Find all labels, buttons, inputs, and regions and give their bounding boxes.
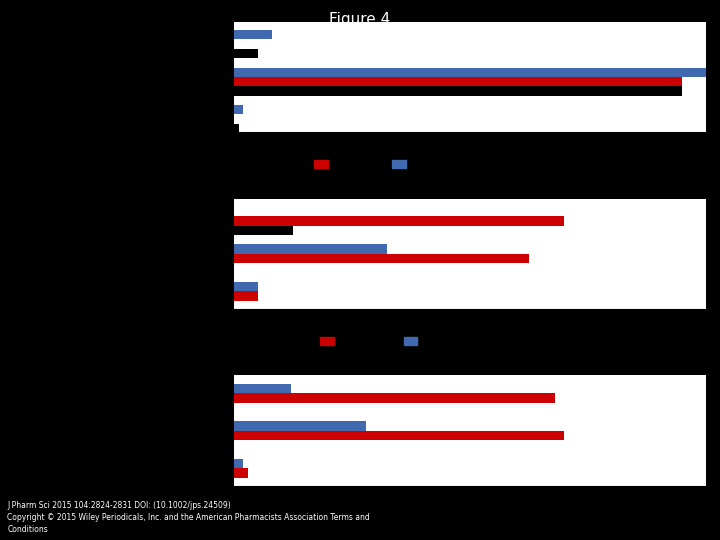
Bar [234, 282, 258, 291]
Legend: W50ox+4, W50ox+16, W50ox+32: W50ox+4, W50ox+16, W50ox+32 [238, 157, 467, 173]
Bar [234, 30, 271, 39]
X-axis label: Percentage tryptophan oxidation: Percentage tryptophan oxidation [390, 511, 550, 521]
Bar [234, 421, 366, 431]
Text: b: b [130, 190, 139, 202]
Text: Figure 4: Figure 4 [329, 12, 391, 27]
Bar [234, 86, 682, 96]
Text: Conditions: Conditions [7, 525, 48, 534]
Text: c: c [130, 367, 138, 380]
Bar [234, 393, 554, 403]
Text: Copyright © 2015 Wiley Periodicals, Inc. and the American Pharmacists Associatio: Copyright © 2015 Wiley Periodicals, Inc.… [7, 513, 370, 522]
Bar [234, 105, 243, 114]
Bar [234, 291, 258, 301]
Bar [234, 384, 291, 393]
Bar [234, 77, 682, 86]
X-axis label: Percentage methionine oxidation: Percentage methionine oxidation [389, 158, 551, 167]
Bar [234, 245, 387, 254]
Bar [234, 468, 248, 477]
Text: a: a [130, 13, 139, 26]
X-axis label: Percentage tryptophan oxidation: Percentage tryptophan oxidation [390, 334, 550, 345]
Bar [234, 459, 243, 468]
Bar [234, 226, 293, 235]
Bar [234, 217, 564, 226]
Bar [234, 68, 706, 77]
Bar [234, 49, 258, 58]
Bar [234, 124, 239, 133]
Legend: W108ox+4, W108ox+16, W108ox+32: W108ox+4, W108ox+16, W108ox+32 [238, 334, 484, 350]
Bar [234, 431, 564, 440]
Bar [234, 254, 528, 263]
Text: J Pharm Sci 2015 104:2824-2831 DOI: (10.1002/jps.24509): J Pharm Sci 2015 104:2824-2831 DOI: (10.… [7, 501, 231, 510]
